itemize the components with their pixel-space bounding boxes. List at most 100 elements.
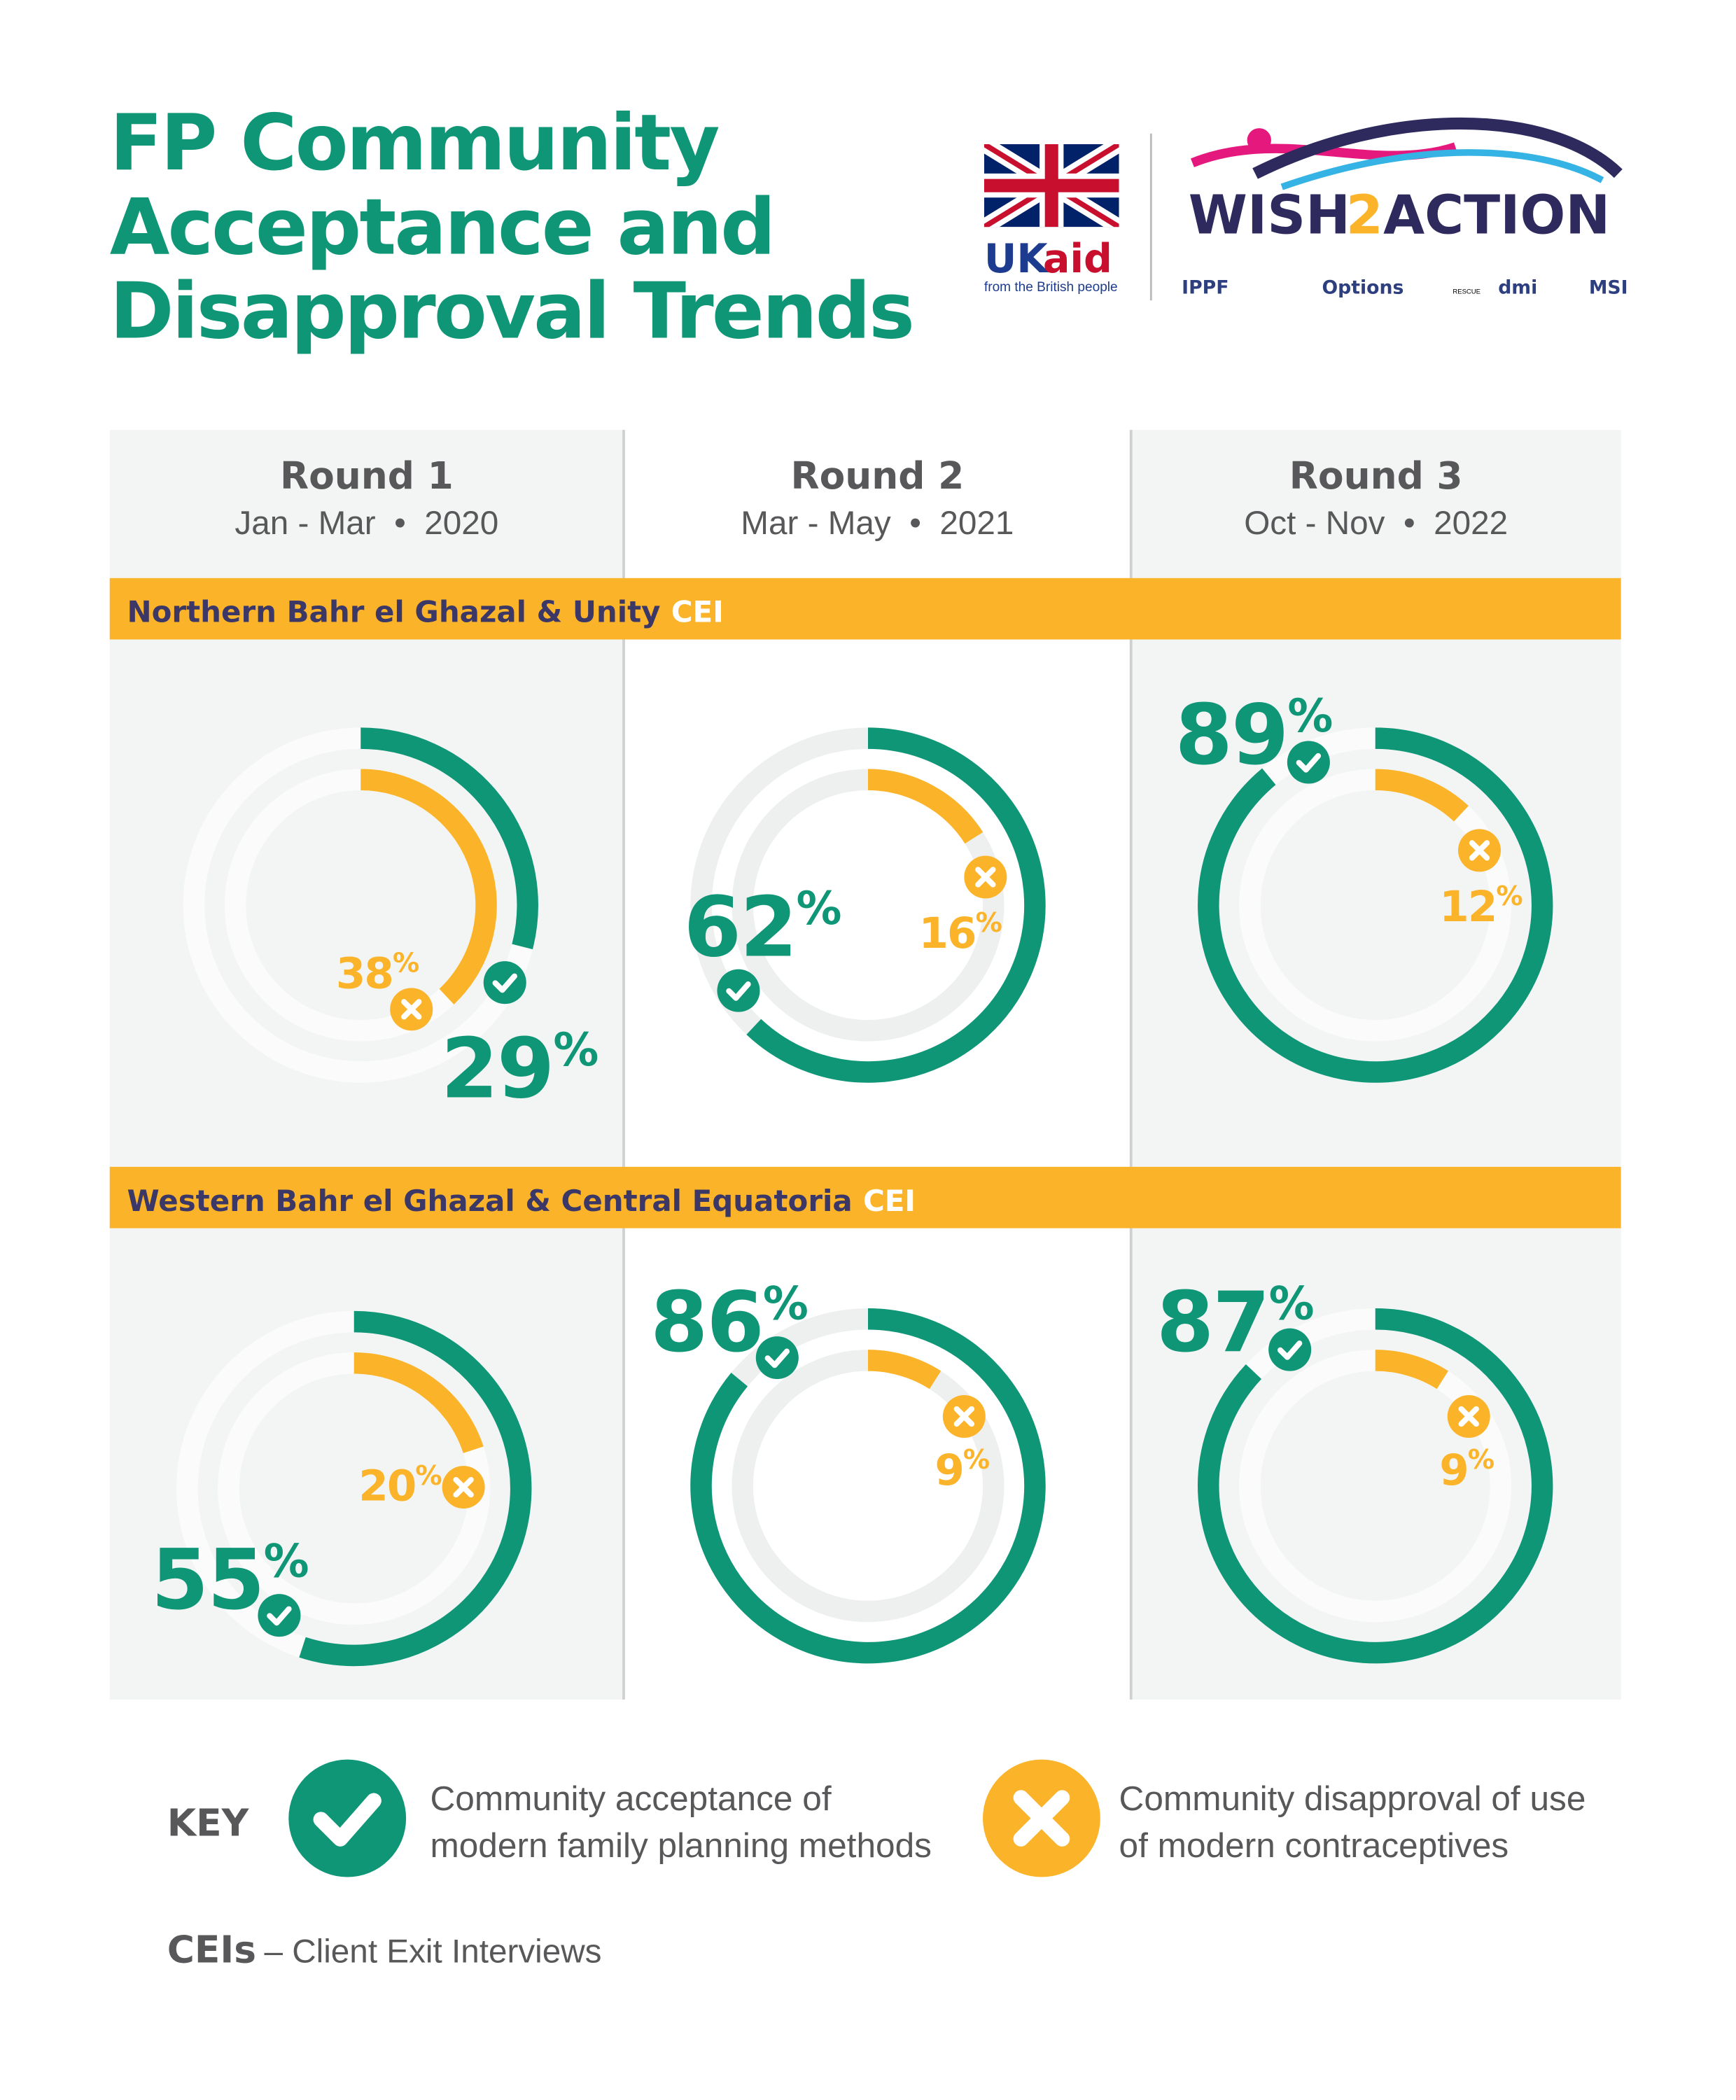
acceptance-label: 86% — [650, 1274, 807, 1371]
cross-mark — [401, 999, 422, 1020]
check-icon — [258, 1594, 301, 1637]
region-tag: CEI — [671, 595, 724, 629]
ukaid-tagline: from the British people — [984, 280, 1118, 295]
cross-icon — [390, 988, 433, 1031]
region-label: Western Bahr el Ghazal & Central Equator… — [127, 1184, 916, 1218]
acceptance-arc — [746, 727, 1046, 1083]
key-acceptance: Community acceptance of — [430, 1779, 831, 1818]
ukaid-aid: aid — [1043, 236, 1112, 282]
title-line: Acceptance and — [110, 182, 774, 272]
value: 55 — [151, 1532, 264, 1628]
footnote: CEIs – Client Exit Interviews — [167, 1928, 602, 1972]
disapproval-arc — [354, 1352, 484, 1454]
check-mark — [492, 973, 517, 993]
round-dates: Oct - Nov • 2022 — [1244, 505, 1508, 542]
disapproval-label: 20% — [358, 1460, 441, 1511]
unit: % — [393, 947, 419, 978]
partner-logo: Options — [1322, 277, 1404, 299]
round-label: Round 3 — [1289, 454, 1463, 498]
unit: % — [1468, 1444, 1494, 1475]
check-mark — [1296, 752, 1322, 773]
wish2action-swoosh — [1190, 117, 1623, 190]
check-circle — [288, 1759, 407, 1877]
check-circle — [717, 969, 760, 1012]
check-icon — [717, 969, 760, 1012]
cross-icon — [1457, 829, 1502, 872]
value: 87 — [1156, 1274, 1269, 1371]
value: 9 — [1439, 1446, 1468, 1495]
footnote-text: – Client Exit Interviews — [264, 1933, 601, 1970]
region-tag: CEI — [863, 1184, 916, 1218]
partner-logo: RESCUE — [1452, 288, 1480, 296]
key-title: KEY — [167, 1800, 250, 1844]
cross-icon — [964, 855, 1007, 899]
uk-flag — [983, 144, 1119, 227]
unit: % — [797, 883, 841, 935]
acceptance-label: 62% — [684, 879, 841, 976]
check-circle — [1287, 741, 1330, 784]
unit: % — [1269, 1278, 1313, 1330]
cross-mark — [453, 1476, 474, 1498]
value: 16 — [918, 909, 975, 958]
cross-mark — [1013, 1790, 1070, 1847]
cell-background — [1130, 430, 1621, 578]
unit: % — [264, 1535, 308, 1588]
check-mark — [764, 1348, 790, 1368]
cross-mark — [953, 1406, 974, 1427]
value: 20 — [358, 1462, 415, 1511]
check-mark — [267, 1606, 292, 1626]
check-mark — [313, 1793, 382, 1847]
acceptance-arc — [1198, 1308, 1553, 1664]
cross-icon — [1447, 1395, 1490, 1438]
round-label: Round 2 — [790, 454, 964, 498]
check-circle — [258, 1594, 301, 1637]
disapproval-label: 9% — [1439, 1444, 1494, 1495]
check-circle — [1268, 1328, 1312, 1371]
value: 86 — [650, 1274, 763, 1371]
title-line: FP Community — [110, 98, 720, 188]
acceptance-arc — [1198, 727, 1553, 1083]
disapproval-label: 16% — [918, 907, 1001, 958]
acceptance-label: 89% — [1175, 687, 1332, 783]
check-icon — [1287, 741, 1330, 784]
acceptance-label: 87% — [1156, 1274, 1313, 1371]
acceptance-arc — [299, 1310, 532, 1667]
unit: % — [1287, 690, 1331, 743]
key-disapproval: of modern contraceptives — [1119, 1826, 1509, 1865]
disapproval-label: 12% — [1439, 881, 1522, 932]
wish: WISH — [1189, 184, 1350, 246]
region-name: Northern Bahr el Ghazal & Unity — [127, 595, 661, 629]
key-acceptance: modern family planning methods — [430, 1826, 932, 1865]
check-mark — [1277, 1340, 1303, 1360]
ukaid-uk: UK — [984, 236, 1049, 282]
value: 29 — [441, 1021, 554, 1117]
disapproval-arc — [867, 1350, 941, 1390]
check-circle — [755, 1336, 799, 1380]
region-label: Northern Bahr el Ghazal & Unity CEI — [127, 595, 724, 629]
unit: % — [976, 907, 1002, 938]
check-icon — [483, 961, 526, 1004]
acceptance-label: 29% — [441, 1021, 598, 1117]
region-band — [109, 578, 1621, 640]
disapproval-arc — [1375, 1350, 1448, 1390]
check-mark — [726, 981, 751, 1001]
value: 62 — [684, 879, 797, 976]
key-disapproval: Community disapproval of use — [1119, 1779, 1586, 1818]
cross-icon — [942, 1395, 986, 1438]
round-label: Round 1 — [280, 454, 454, 498]
check-circle — [483, 961, 526, 1004]
check-icon — [1268, 1328, 1312, 1371]
disapproval-label: 38% — [336, 947, 419, 998]
action: ACTION — [1383, 184, 1610, 246]
disapproval-arc — [360, 769, 497, 1004]
cross-mark — [1469, 840, 1490, 861]
unit: % — [1496, 881, 1522, 911]
disapproval-arc — [1375, 769, 1469, 822]
cross-icon — [983, 1759, 1100, 1877]
unit: % — [963, 1444, 989, 1475]
acceptance-arc — [690, 1308, 1046, 1664]
acceptance-label: 55% — [151, 1532, 308, 1628]
round-dates: Jan - Mar • 2020 — [234, 505, 498, 542]
value: 12 — [1439, 882, 1496, 932]
